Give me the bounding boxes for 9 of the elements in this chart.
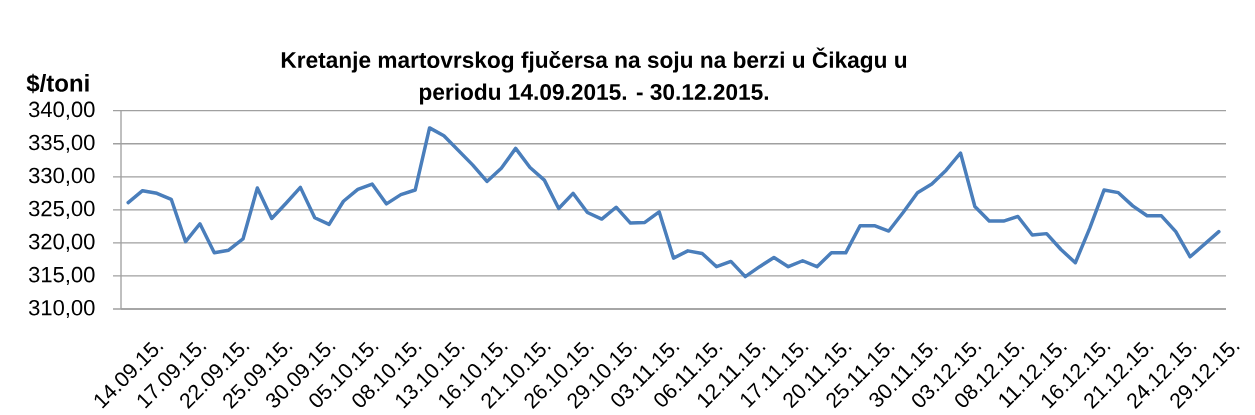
y-axis-title: $/toni [26, 73, 89, 94]
chart-title: Kretanje martovrskog fjučersa na soju na berzi u Čikagu u periodu 14.09.2015. - 30.12.2015. [281, 47, 907, 105]
y-tick-label: 340,00 [28, 101, 95, 120]
y-tick-label: 330,00 [28, 167, 95, 186]
y-tick-label: 320,00 [28, 233, 95, 252]
y-tick-label: 310,00 [28, 299, 95, 319]
y-tick-label: 325,00 [28, 200, 95, 219]
y-tick-label: 335,00 [28, 134, 95, 153]
y-tick-label: 315,00 [28, 266, 95, 286]
